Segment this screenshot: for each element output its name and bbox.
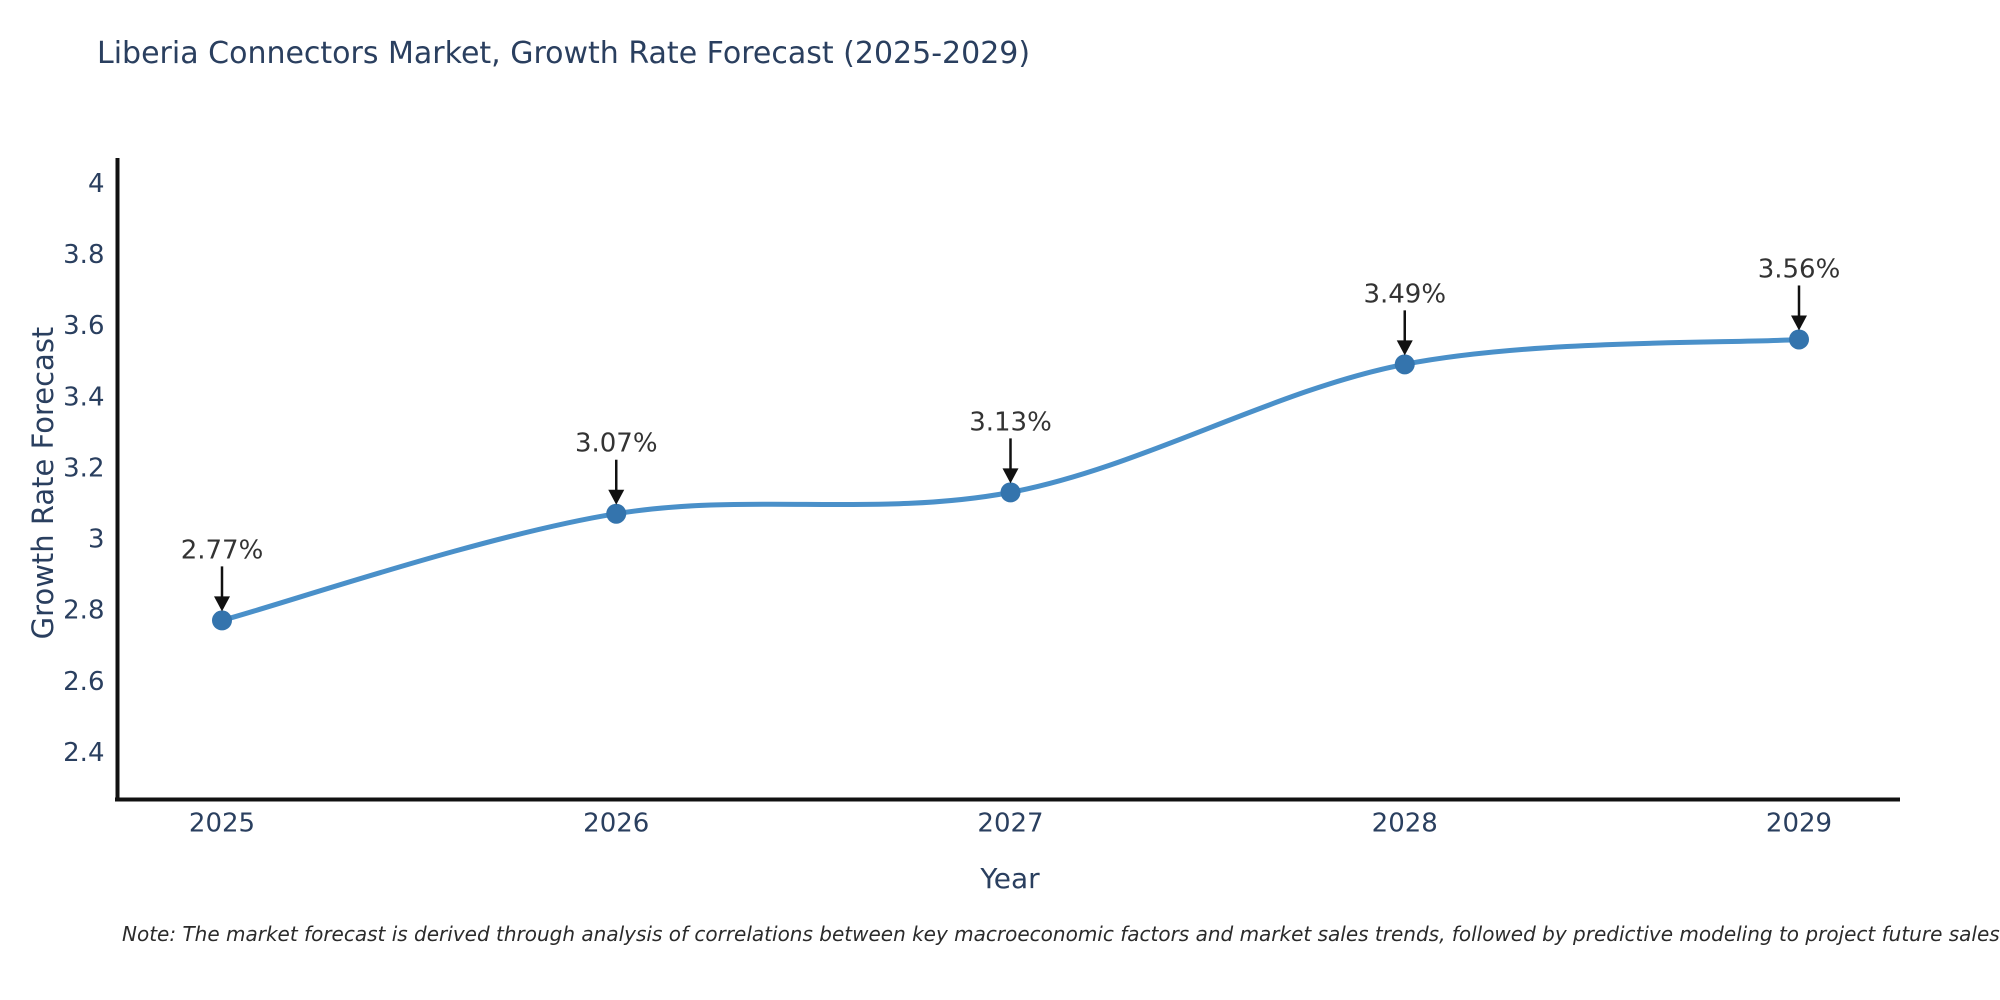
data-point-label: 2.77% — [181, 535, 264, 565]
data-point-label: 3.07% — [575, 429, 658, 459]
data-point-marker — [1000, 482, 1021, 503]
y-tick-label: 3.8 — [63, 240, 104, 270]
chart-title: Liberia Connectors Market, Growth Rate F… — [97, 36, 1031, 71]
data-point-marker — [606, 503, 627, 524]
x-tick-label: 2026 — [583, 809, 649, 839]
y-tick-label: 4 — [88, 169, 105, 199]
x-tick-label: 2025 — [189, 809, 255, 839]
data-point-label: 3.13% — [969, 407, 1052, 437]
y-tick-label: 2.6 — [63, 667, 104, 697]
x-tick-label: 2029 — [1766, 809, 1832, 839]
annotation-arrow-head — [1002, 468, 1019, 484]
data-point-marker — [212, 610, 232, 631]
chart-footnote: Note: The market forecast is derived thr… — [122, 922, 2000, 946]
annotation-arrow-head — [608, 489, 625, 505]
annotation-arrow-head — [214, 596, 230, 612]
annotation-arrow-head — [1396, 340, 1413, 356]
x-tick-label: 2027 — [977, 809, 1043, 839]
x-tick-label: 2028 — [1372, 809, 1438, 839]
annotation-arrow-head — [1791, 315, 1807, 331]
y-tick-label: 2.4 — [63, 738, 104, 768]
y-tick-label: 3 — [88, 525, 105, 555]
x-axis-title: Year — [980, 862, 1040, 895]
y-tick-label: 3.6 — [63, 311, 104, 341]
y-tick-label: 3.2 — [63, 453, 104, 483]
y-tick-label: 3.4 — [63, 382, 104, 412]
data-point-marker — [1394, 354, 1415, 375]
data-point-label: 3.49% — [1363, 279, 1446, 309]
data-point-marker — [1789, 329, 1809, 350]
y-tick-label: 2.8 — [63, 596, 104, 626]
data-point-label: 3.56% — [1758, 254, 1841, 284]
